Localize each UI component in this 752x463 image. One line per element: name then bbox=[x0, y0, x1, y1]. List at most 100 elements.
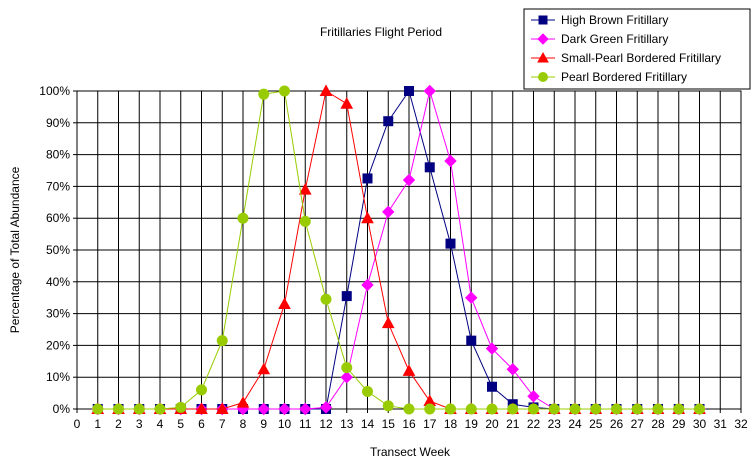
data-point bbox=[154, 403, 166, 415]
x-tick-label: 12 bbox=[319, 417, 333, 431]
data-point bbox=[506, 363, 519, 376]
data-point bbox=[402, 364, 416, 376]
y-axis-label: Percentage of Total Abundance bbox=[8, 166, 22, 333]
data-point bbox=[381, 316, 395, 329]
x-tick-label: 24 bbox=[568, 417, 582, 431]
x-tick-label: 31 bbox=[714, 417, 728, 431]
x-tick-label: 32 bbox=[734, 417, 748, 431]
x-tick-label: 17 bbox=[423, 417, 437, 431]
x-tick-label: 0 bbox=[74, 417, 81, 431]
data-point bbox=[216, 335, 228, 347]
data-point bbox=[403, 403, 415, 415]
x-tick-label: 16 bbox=[402, 417, 416, 431]
data-point bbox=[423, 84, 436, 98]
data-point bbox=[444, 154, 457, 168]
data-point bbox=[133, 403, 145, 415]
y-tick-label: 100% bbox=[39, 84, 70, 98]
data-point bbox=[527, 390, 540, 403]
data-point bbox=[113, 403, 124, 415]
data-point bbox=[382, 400, 394, 412]
x-tick-label: 15 bbox=[382, 417, 396, 431]
data-point bbox=[319, 401, 333, 414]
data-point bbox=[486, 403, 498, 415]
x-tick-label: 27 bbox=[631, 417, 645, 431]
data-point bbox=[445, 403, 456, 415]
data-point bbox=[631, 403, 643, 415]
x-tick-label: 7 bbox=[219, 417, 226, 431]
x-axis-label: Transect Week bbox=[370, 445, 451, 458]
legend-label: High Brown Fritillary bbox=[561, 13, 668, 27]
x-tick-label: 2 bbox=[115, 417, 122, 431]
x-tick-label: 18 bbox=[444, 417, 458, 431]
legend-box bbox=[523, 8, 751, 90]
data-point bbox=[424, 162, 435, 173]
x-tick-label: 30 bbox=[693, 417, 707, 431]
x-tick-label: 6 bbox=[198, 417, 205, 431]
legend-label: Dark Green Fritillary bbox=[561, 32, 668, 46]
data-point bbox=[465, 403, 477, 415]
legend-marker bbox=[538, 72, 548, 82]
x-tick-label: 29 bbox=[672, 417, 686, 431]
legend-item: Dark Green Fritillary bbox=[531, 32, 668, 46]
data-point bbox=[382, 205, 395, 219]
x-tick-label: 25 bbox=[589, 417, 603, 431]
data-point bbox=[362, 173, 373, 184]
data-point bbox=[466, 335, 477, 346]
x-tick-label: 10 bbox=[278, 417, 292, 431]
data-point bbox=[320, 293, 332, 305]
data-point bbox=[611, 403, 622, 415]
data-point bbox=[299, 215, 311, 227]
legend-item: Small-Pearl Bordered Fritillary bbox=[531, 51, 721, 65]
data-point bbox=[278, 297, 291, 310]
data-point bbox=[487, 381, 497, 392]
data-point bbox=[465, 291, 478, 304]
data-point bbox=[237, 212, 249, 224]
data-point bbox=[258, 88, 270, 100]
legend-item: High Brown Fritillary bbox=[531, 13, 668, 27]
data-point bbox=[652, 403, 664, 415]
data-point bbox=[298, 183, 312, 195]
legend: High Brown Fritillary Dark Green Fritilla… bbox=[523, 8, 751, 90]
y-tick-label: 30% bbox=[46, 307, 70, 321]
data-point bbox=[485, 342, 499, 355]
data-point bbox=[341, 362, 353, 374]
y-tick-label: 50% bbox=[46, 243, 70, 257]
data-point bbox=[340, 370, 353, 384]
data-point bbox=[299, 402, 312, 416]
legend-marker bbox=[537, 33, 549, 45]
data-point bbox=[402, 173, 416, 187]
data-point bbox=[92, 403, 104, 415]
data-point bbox=[548, 403, 560, 415]
data-point bbox=[362, 386, 373, 398]
data-point bbox=[569, 403, 581, 415]
data-point bbox=[195, 402, 208, 414]
axes: 0 1 2 3 4 5 6 7 8 9 10 11 12 13 14 15 16 17 18 19 20 21 22 23 24… bbox=[39, 84, 748, 431]
x-tick-label: 4 bbox=[157, 417, 164, 431]
x-tick-label: 23 bbox=[548, 417, 562, 431]
data-point bbox=[590, 403, 602, 415]
x-tick-label: 22 bbox=[527, 417, 541, 431]
data-point bbox=[257, 362, 271, 375]
data-point bbox=[404, 86, 414, 96]
y-tick-label: 0% bbox=[53, 402, 71, 416]
data-point bbox=[215, 402, 229, 414]
legend-marker bbox=[537, 51, 549, 63]
x-tick-label: 9 bbox=[260, 417, 267, 431]
data-point bbox=[673, 403, 685, 415]
data-point bbox=[528, 403, 539, 415]
legend-marker bbox=[538, 15, 548, 25]
y-tick-label: 70% bbox=[46, 179, 70, 193]
data-point bbox=[257, 402, 270, 416]
y-tick-label: 20% bbox=[46, 338, 70, 352]
data-point bbox=[196, 384, 207, 396]
series-pearl-bordered-fritillary bbox=[92, 85, 705, 415]
data-point bbox=[445, 238, 456, 249]
data-point bbox=[341, 291, 352, 302]
x-tick-label: 5 bbox=[177, 417, 184, 431]
data-point bbox=[424, 403, 436, 415]
data-point bbox=[340, 97, 354, 109]
y-tick-label: 60% bbox=[46, 211, 70, 225]
x-tick-label: 3 bbox=[136, 417, 143, 431]
